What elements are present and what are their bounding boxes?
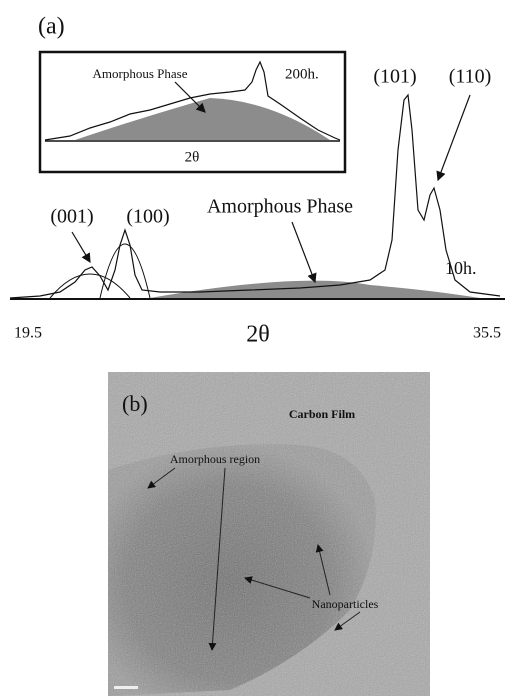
annotation: Carbon Film <box>289 407 355 421</box>
arrow <box>208 467 226 651</box>
annotation: Amorphous region <box>170 452 260 466</box>
fit-100 <box>99 243 151 299</box>
inset-amorphous <box>75 98 330 140</box>
arrow <box>315 544 331 596</box>
peak-label: (101) <box>373 66 416 88</box>
inset-time: 200h. <box>285 66 319 82</box>
inset-phase-label: Amorphous Phase <box>93 66 188 81</box>
peak-label: (100) <box>126 206 169 228</box>
arrow <box>334 611 361 631</box>
phase-label: Amorphous Phase <box>207 196 353 218</box>
annotation: Nanoparticles <box>312 597 379 611</box>
x-max-label: 35.5 <box>473 325 501 342</box>
peak-label: (110) <box>449 66 492 88</box>
arrow <box>244 576 311 599</box>
panel-label: (b) <box>122 391 148 416</box>
arrow <box>147 467 176 489</box>
time-label: 10h. <box>445 258 477 278</box>
amorphous-hump <box>150 280 480 298</box>
xrd-curve <box>9 93 501 299</box>
arrow <box>71 231 91 264</box>
scale-bar <box>114 686 138 689</box>
x-axis-label: 2θ <box>246 322 270 348</box>
fit-001 <box>49 273 131 299</box>
inset-curve <box>44 60 341 141</box>
inset-axis-label: 2θ <box>185 149 200 165</box>
panel-label: (a) <box>38 14 65 40</box>
x-min-label: 19.5 <box>14 325 42 342</box>
arrow <box>291 221 317 284</box>
arrow <box>174 81 206 113</box>
inset-frame <box>38 50 347 174</box>
arrow <box>436 94 471 182</box>
tem-image <box>108 372 430 696</box>
peak-label: (001) <box>50 206 93 228</box>
